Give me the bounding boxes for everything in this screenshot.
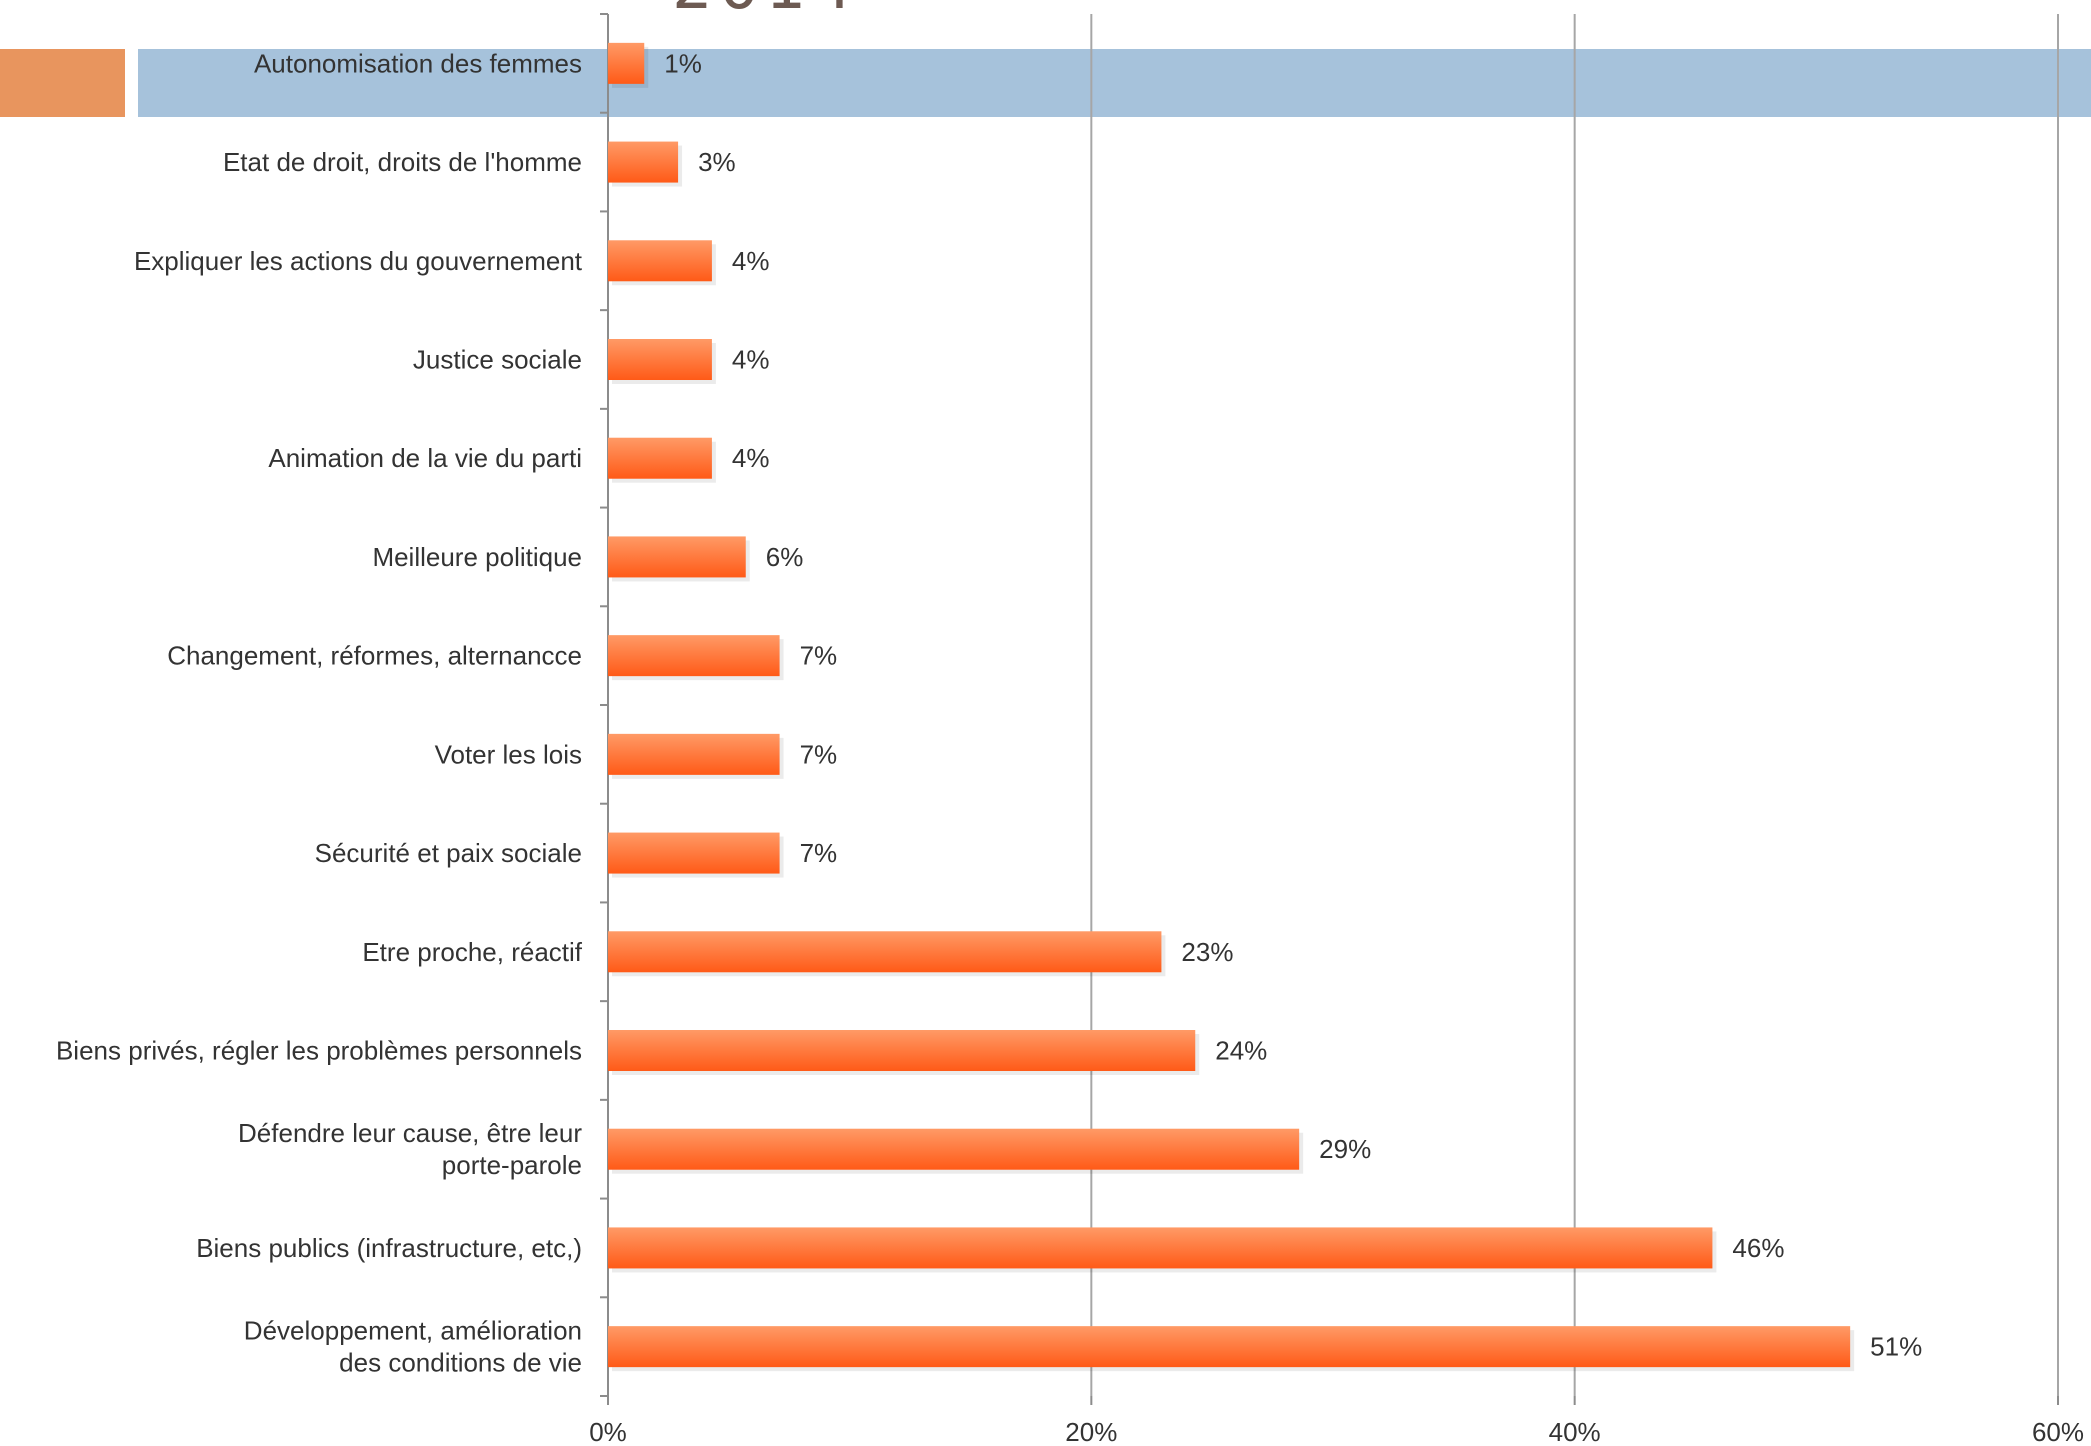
x-tick-label: 60% (2032, 1417, 2084, 1446)
category-label: Voter les lois (435, 739, 582, 769)
grid-layer (1090, 14, 2059, 1396)
category-label: Sécurité et paix sociale (315, 838, 582, 868)
bar (608, 1128, 1300, 1170)
highlight-band (138, 49, 2091, 117)
bar (608, 1227, 1713, 1269)
bar (608, 240, 712, 282)
bar-layer (608, 42, 1855, 1372)
chart-title-fragment: 2014 (672, 0, 859, 19)
category-label: Etat de droit, droits de l'homme (223, 147, 582, 177)
bar (608, 635, 780, 677)
bar (608, 931, 1162, 973)
data-label: 4% (732, 345, 770, 375)
x-tick-label: 0% (589, 1417, 627, 1446)
data-label: 46% (1732, 1233, 1784, 1263)
data-label: 6% (766, 542, 804, 572)
data-label: 24% (1215, 1036, 1267, 1066)
bar (608, 42, 645, 84)
data-label: 4% (732, 246, 770, 276)
bar (608, 339, 712, 380)
data-label: 3% (698, 147, 736, 177)
bar (608, 536, 746, 578)
bar (608, 1326, 1851, 1368)
data-label: 7% (800, 838, 838, 868)
bar (608, 437, 712, 479)
category-label: Justice sociale (413, 345, 582, 375)
data-label: 29% (1319, 1134, 1371, 1164)
x-tick-label: 20% (1065, 1417, 1117, 1446)
category-label: Défendre leur cause, être leur (238, 1118, 582, 1148)
category-label: Biens privés, régler les problèmes perso… (56, 1036, 582, 1066)
category-label: Etre proche, réactif (362, 937, 582, 967)
category-label: Biens publics (infrastructure, etc,) (196, 1233, 582, 1263)
bar (608, 733, 780, 775)
category-label: Changement, réformes, alternancce (167, 641, 582, 671)
data-label: 7% (800, 641, 838, 671)
data-label: 51% (1870, 1332, 1922, 1362)
category-label: Développement, amélioration (244, 1316, 582, 1346)
data-label: 7% (800, 739, 838, 769)
label-layer: 0% 20% 40% 60% 1% Autonomisation des femmes 3%… (56, 48, 2084, 1446)
accent-block (0, 49, 125, 117)
category-label: Meilleure politique (372, 542, 582, 572)
category-label: Expliquer les actions du gouvernement (134, 246, 583, 276)
x-tick-label: 40% (1549, 1417, 1601, 1446)
category-label: des conditions de vie (339, 1348, 582, 1378)
bar (608, 832, 780, 874)
data-label: 23% (1181, 937, 1233, 967)
bar (608, 1030, 1196, 1071)
data-label: 1% (664, 48, 702, 78)
data-label: 4% (732, 443, 770, 473)
category-label: Autonomisation des femmes (254, 48, 582, 78)
category-label: porte-parole (442, 1150, 582, 1180)
category-label: Animation de la vie du parti (268, 443, 582, 473)
bar (608, 141, 679, 183)
axis-layer (600, 13, 2059, 1405)
